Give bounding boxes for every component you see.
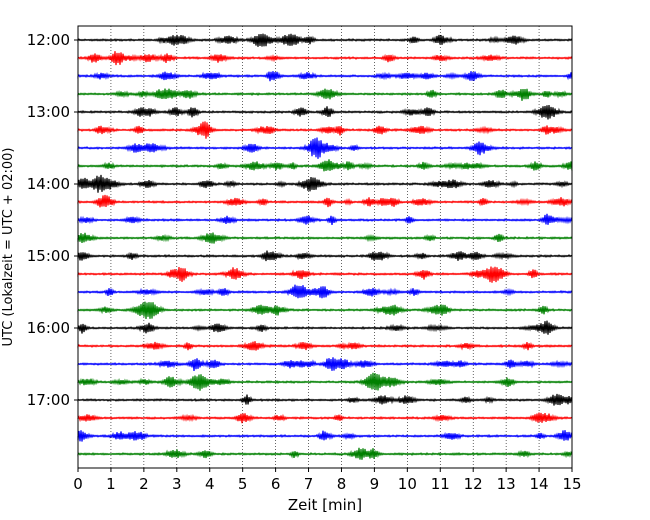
y-tick-label: 17:00 bbox=[27, 391, 70, 409]
trace-row bbox=[77, 232, 573, 244]
plot-frame bbox=[77, 25, 573, 469]
trace-row bbox=[77, 137, 573, 159]
trace-row bbox=[77, 372, 573, 391]
x-axis-title: Zeit [min] bbox=[288, 496, 362, 514]
x-tick-label: 14 bbox=[530, 475, 549, 493]
trace-row bbox=[77, 301, 573, 320]
x-tick-label: 0 bbox=[73, 475, 83, 493]
trace-row bbox=[77, 412, 573, 424]
y-tick-label: 16:00 bbox=[27, 319, 70, 337]
trace-row bbox=[77, 194, 573, 208]
x-tick-label: 1 bbox=[106, 475, 116, 493]
y-tick-label: 15:00 bbox=[27, 247, 70, 265]
y-tick-label: 14:00 bbox=[27, 175, 70, 193]
trace-layer bbox=[77, 33, 573, 460]
trace-row bbox=[77, 174, 573, 193]
x-tick-label: 11 bbox=[431, 475, 450, 493]
x-tick-label: 13 bbox=[497, 475, 516, 493]
y-axis: 12:00 13:00 14:00 15:00 16:00 17:00 bbox=[27, 31, 78, 409]
y-tick-label: 12:00 bbox=[27, 31, 70, 49]
trace-row bbox=[77, 121, 573, 139]
trace-row bbox=[77, 51, 573, 66]
trace-row bbox=[77, 159, 573, 172]
trace-row bbox=[77, 71, 573, 82]
trace-row bbox=[77, 430, 573, 442]
trace-row bbox=[77, 33, 573, 47]
trace-row bbox=[77, 357, 573, 371]
x-axis: 0 1 2 3 4 5 6 7 8 9 10 11 12 13 14 15 bbox=[73, 468, 582, 493]
x-tick-label: 2 bbox=[139, 475, 149, 493]
trace-row bbox=[77, 341, 573, 351]
x-tick-label: 12 bbox=[464, 475, 483, 493]
x-tick-label: 7 bbox=[304, 475, 314, 493]
x-tick-label: 15 bbox=[562, 475, 581, 493]
x-tick-label: 9 bbox=[370, 475, 380, 493]
trace-row bbox=[77, 88, 573, 101]
y-axis-title: UTC (Lokalzeit = UTC + 02:00) bbox=[1, 148, 16, 347]
x-tick-label: 6 bbox=[271, 475, 281, 493]
x-tick-label: 10 bbox=[398, 475, 417, 493]
trace-row bbox=[77, 393, 573, 406]
trace-row bbox=[77, 447, 573, 460]
trace-row bbox=[77, 104, 573, 120]
y-tick-label: 13:00 bbox=[27, 103, 70, 121]
trace-row bbox=[77, 320, 573, 335]
trace-row bbox=[77, 266, 573, 283]
trace-row bbox=[77, 213, 573, 225]
x-tick-label: 8 bbox=[337, 475, 347, 493]
trace-row bbox=[77, 250, 573, 262]
x-tick-label: 5 bbox=[238, 475, 248, 493]
x-tick-label: 4 bbox=[205, 475, 215, 493]
trace-row bbox=[77, 284, 573, 299]
x-tick-label: 3 bbox=[172, 475, 182, 493]
